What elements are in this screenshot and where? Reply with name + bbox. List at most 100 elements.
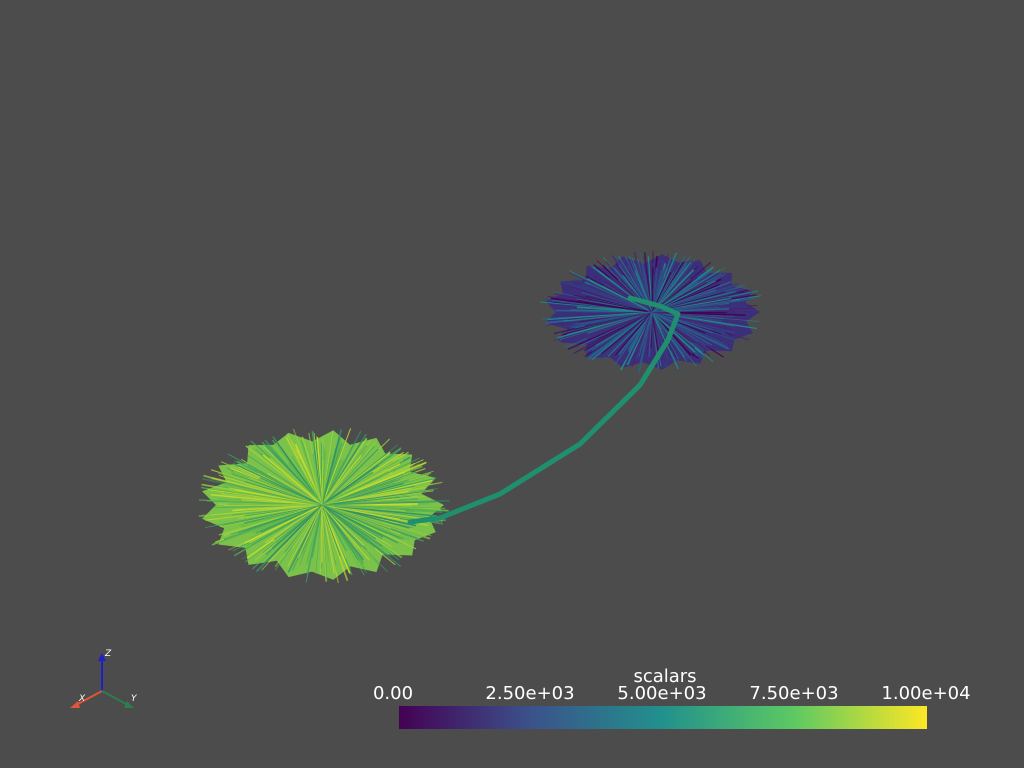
disc-streak [321,477,436,506]
disc-streak [321,504,399,544]
disc-streak [321,504,327,582]
disc-streak [321,504,380,566]
disc-streak [321,437,368,506]
disc-streak [651,261,712,313]
disc-streak [227,480,323,506]
disc-streak [230,504,323,536]
disc-streak [651,311,659,351]
disc-streak [321,504,370,561]
disc-streak [198,504,323,517]
disc-streak [585,311,653,327]
disc-streak [553,311,653,342]
disc-streak [563,311,653,322]
disc-streak [262,445,323,506]
disc-streak [648,311,653,357]
scalar-bar-tick-3: 7.50e+03 [749,683,839,704]
disc-streak [598,311,653,362]
disc-streak [200,487,323,506]
disc-streak [321,464,380,506]
disc-streak [321,473,430,506]
lower-star-disc [198,428,450,584]
disc-streak [262,454,323,506]
upper-star-disc [540,251,762,373]
x-axis-label: X [78,694,86,704]
disc-streak [638,311,653,357]
scalar-bar-tick-2: 5.00e+03 [617,683,707,704]
disc-streak [321,504,383,547]
scalar-bar-title: scalars [633,666,697,687]
disc-streak [651,311,729,350]
disc-streak [292,428,323,506]
disc-streak [321,429,343,506]
disc-streak [321,504,411,541]
disc-streak [601,311,653,354]
disc-streak [233,504,323,557]
disc-streak [614,311,653,365]
scalar-bar-tick-4: 1.00e+04 [881,683,971,704]
y-axis-label: Y [131,694,138,704]
disc-streak [321,504,430,540]
disc-streak [321,442,376,506]
disc-streak [321,504,446,509]
disc-streak [321,481,443,506]
disc-streak [265,504,323,556]
y-axis-arrow-icon [124,701,134,708]
disc-streak [298,458,323,506]
disc-streak [625,311,653,363]
disc-streak [569,311,653,317]
orientation-axes-widget[interactable]: Z X Y [60,645,150,715]
disc-streak [321,504,330,562]
x-axis-arrow-icon [70,701,80,708]
disc-streak [321,428,352,506]
disc-streak [264,504,323,544]
disc-streak [614,311,653,356]
disc-streak [559,311,653,328]
disc-streak [651,311,666,367]
z-axis-label: Z [104,649,112,659]
disc-streak [321,504,341,557]
disc-streak [274,504,323,568]
disc-streak [321,504,376,549]
disc-streak [321,454,332,506]
disc-streak [301,436,323,506]
disc-streak [651,311,746,320]
disc-streak [540,301,653,313]
disc-streak [321,504,365,576]
connecting-tube [407,295,681,525]
disc-streak [321,472,406,506]
disc-streak [291,455,323,506]
disc-streak [315,441,323,506]
disc-streak [321,448,379,506]
disc-streak [586,311,653,340]
disc-streak [651,311,656,360]
disc-streak [255,504,323,573]
disc-streak [306,504,323,575]
disc-streak [255,504,323,534]
disc-streak [217,503,323,506]
disc-streak [321,459,345,506]
disc-streak [570,309,653,313]
disc-streak [321,504,337,566]
disc-streak [321,438,324,506]
disc-streak [315,504,323,575]
disc-streak [321,504,443,513]
disc-streak [580,297,653,313]
x-axis-line [75,690,103,706]
disc-streak [247,455,323,506]
disc-streak [234,460,323,506]
disc-streak [321,470,389,506]
z-axis-arrow-icon [98,653,106,661]
disc-streak [321,488,438,506]
disc-streak [272,439,323,506]
disc-streak [587,311,653,361]
disc-streak [321,504,347,559]
disc-streak [588,311,653,329]
disc-streak [651,311,707,347]
scalar-bar-tick-1: 2.50e+03 [485,683,575,704]
disc-streak [651,254,687,313]
disc-streak [550,297,653,313]
disc-streak [321,504,364,564]
disc-streak [223,485,323,506]
